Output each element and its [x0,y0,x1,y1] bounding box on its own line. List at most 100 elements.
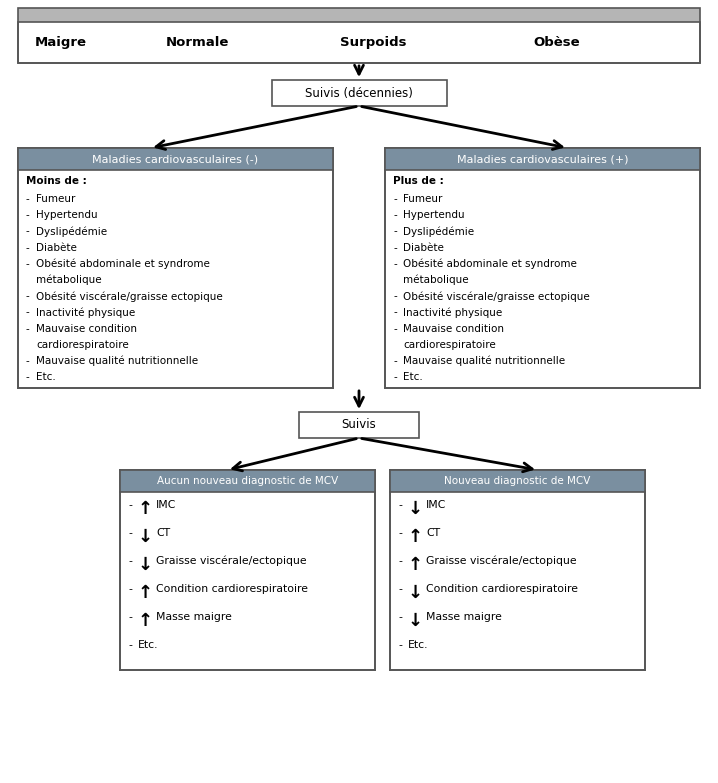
Text: Dyslipédémie: Dyslipédémie [36,226,107,237]
Text: -: - [26,372,29,382]
Bar [18,8,700,22]
Text: -: - [128,556,132,566]
Text: Diabète: Diabète [36,243,77,253]
Text: IMC: IMC [156,500,177,510]
Bar [120,470,375,492]
Text: métabolique: métabolique [403,275,469,286]
Text: CT: CT [426,528,440,538]
Text: -: - [393,259,397,269]
Text: Obèse: Obèse [533,36,579,49]
Text: Mauvaise qualité nutritionnelle: Mauvaise qualité nutritionnelle [403,356,565,366]
Text: -: - [398,500,402,510]
Text: -: - [128,528,132,538]
Text: cardiorespiratoire: cardiorespiratoire [36,340,129,350]
Text: -: - [393,356,397,366]
Text: métabolique: métabolique [36,275,102,286]
Text: -: - [128,500,132,510]
Text: -: - [26,259,29,269]
Text: Fumeur: Fumeur [403,194,442,204]
Text: -: - [128,584,132,594]
Text: Suivis (décennies): Suivis (décennies) [305,86,413,99]
Text: Etc.: Etc. [138,640,159,650]
Text: cardiorespiratoire: cardiorespiratoire [403,340,495,350]
Text: Dyslipédémie: Dyslipédémie [403,226,474,237]
Text: -: - [393,291,397,301]
Text: ↓: ↓ [408,584,423,602]
Bar [385,148,700,388]
Text: Hypertendu: Hypertendu [36,210,98,220]
Bar [120,470,375,670]
Text: Plus de :: Plus de : [393,176,444,186]
Text: Fumeur: Fumeur [36,194,75,204]
Text: -: - [398,584,402,594]
Text: -: - [26,226,29,236]
Bar [18,148,333,388]
Text: ↓: ↓ [138,556,153,574]
Text: Diabète: Diabète [403,243,444,253]
Bar [390,470,645,670]
Bar [18,8,700,63]
Text: Obésité abdominale et syndrome: Obésité abdominale et syndrome [403,259,577,269]
Text: -: - [393,243,397,253]
Text: Obésité viscérale/graisse ectopique: Obésité viscérale/graisse ectopique [36,291,223,301]
Text: Maladies cardiovasculaires (-): Maladies cardiovasculaires (-) [93,154,258,164]
Text: Surpoids: Surpoids [340,36,406,49]
Text: -: - [393,308,397,317]
Text: Etc.: Etc. [403,372,423,382]
Text: ↑: ↑ [408,528,423,546]
Bar [18,148,333,170]
Text: Etc.: Etc. [36,372,56,382]
Text: Graisse viscérale/ectopique: Graisse viscérale/ectopique [156,556,307,566]
Text: Normale: Normale [166,36,229,49]
Text: IMC: IMC [426,500,447,510]
Text: ↑: ↑ [408,556,423,574]
Text: ↑: ↑ [138,584,153,602]
Text: -: - [398,556,402,566]
Text: Mauvaise qualité nutritionnelle: Mauvaise qualité nutritionnelle [36,356,198,366]
Bar [385,148,700,170]
Text: Mauvaise condition: Mauvaise condition [403,323,504,334]
Text: -: - [398,612,402,622]
Text: Inactivité physique: Inactivité physique [403,308,503,318]
Text: -: - [26,356,29,366]
Bar [271,80,447,106]
Text: Moins de :: Moins de : [26,176,87,186]
Bar [299,412,419,438]
Bar [18,22,700,63]
Text: -: - [128,640,132,650]
Text: -: - [26,323,29,334]
Text: Suivis: Suivis [342,418,376,431]
Text: -: - [393,323,397,334]
Text: -: - [398,528,402,538]
Text: -: - [398,640,402,650]
Text: -: - [26,243,29,253]
Text: Masse maigre: Masse maigre [156,612,232,622]
Bar [390,470,645,492]
Text: Maladies cardiovasculaires (+): Maladies cardiovasculaires (+) [457,154,628,164]
Text: ↑: ↑ [138,612,153,630]
Text: Obésité viscérale/graisse ectopique: Obésité viscérale/graisse ectopique [403,291,589,301]
Text: ↓: ↓ [408,612,423,630]
Text: ↑: ↑ [138,500,153,518]
Text: Maigre: Maigre [35,36,87,49]
Text: -: - [26,194,29,204]
Text: -: - [393,372,397,382]
Text: CT: CT [156,528,170,538]
Text: ↓: ↓ [138,528,153,546]
Text: Mauvaise condition: Mauvaise condition [36,323,137,334]
Text: -: - [128,612,132,622]
Text: Obésité abdominale et syndrome: Obésité abdominale et syndrome [36,259,210,269]
Text: Hypertendu: Hypertendu [403,210,465,220]
Text: -: - [393,226,397,236]
Text: -: - [393,210,397,220]
Text: Condition cardiorespiratoire: Condition cardiorespiratoire [156,584,308,594]
Text: -: - [26,291,29,301]
Text: Masse maigre: Masse maigre [426,612,502,622]
Text: Etc.: Etc. [408,640,429,650]
Text: Aucun nouveau diagnostic de MCV: Aucun nouveau diagnostic de MCV [157,476,338,486]
Text: Condition cardiorespiratoire: Condition cardiorespiratoire [426,584,578,594]
Text: -: - [26,210,29,220]
Text: Inactivité physique: Inactivité physique [36,308,135,318]
Text: Graisse viscérale/ectopique: Graisse viscérale/ectopique [426,556,577,566]
Text: Nouveau diagnostic de MCV: Nouveau diagnostic de MCV [444,476,591,486]
